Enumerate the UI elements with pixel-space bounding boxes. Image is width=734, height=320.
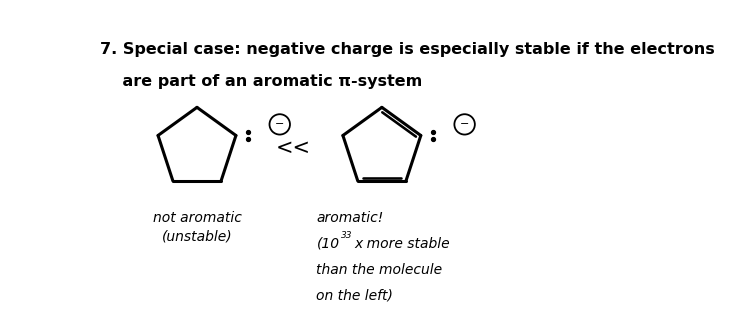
Text: x more stable: x more stable [354,237,450,251]
Text: 33: 33 [341,231,353,240]
Text: are part of an aromatic π-system: are part of an aromatic π-system [101,74,423,89]
Text: than the molecule: than the molecule [316,263,443,276]
Text: aromatic!: aromatic! [316,211,384,225]
Text: 7. Special case: negative charge is especially stable if the electrons: 7. Special case: negative charge is espe… [101,42,715,57]
Text: (10: (10 [316,237,340,251]
Text: −: − [460,119,469,129]
Text: <<: << [276,138,311,158]
Text: −: − [275,119,285,129]
Text: on the left): on the left) [316,289,393,302]
Text: not aromatic
(unstable): not aromatic (unstable) [153,211,241,243]
